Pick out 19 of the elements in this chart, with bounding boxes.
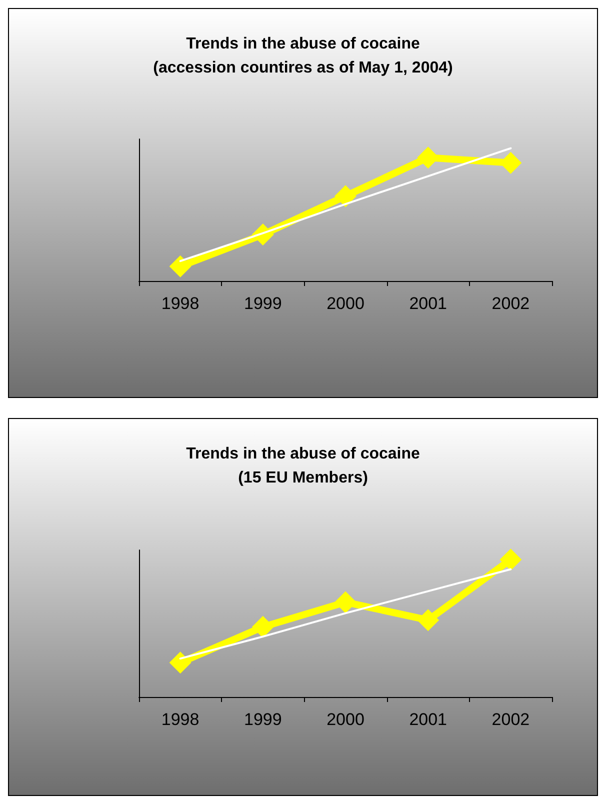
x-tick-label: 2001 (409, 294, 448, 313)
x-tick-label: 2001 (409, 710, 448, 729)
x-tick-label: 2002 (492, 710, 530, 729)
point (169, 652, 192, 674)
point (334, 185, 356, 208)
x-tick-label: 1998 (161, 294, 200, 313)
x-tick-label: 2000 (326, 294, 364, 313)
chart-title: Trends in the abuse of cocaine (accession countires as of May 1, 2004) (153, 36, 453, 76)
x-tick-label: 1998 (161, 710, 200, 729)
x-tick-label: 1999 (244, 710, 282, 729)
point (334, 591, 356, 614)
point (417, 609, 440, 632)
point (169, 255, 192, 278)
chart-title: Trends in the abuse of cocaine (15 EU Members) (186, 446, 420, 486)
point (500, 548, 522, 571)
x-tick-label: 2000 (326, 710, 364, 729)
point (252, 616, 274, 638)
x-tick-label: 2002 (492, 294, 530, 313)
x-tick-label: 1999 (244, 294, 282, 313)
